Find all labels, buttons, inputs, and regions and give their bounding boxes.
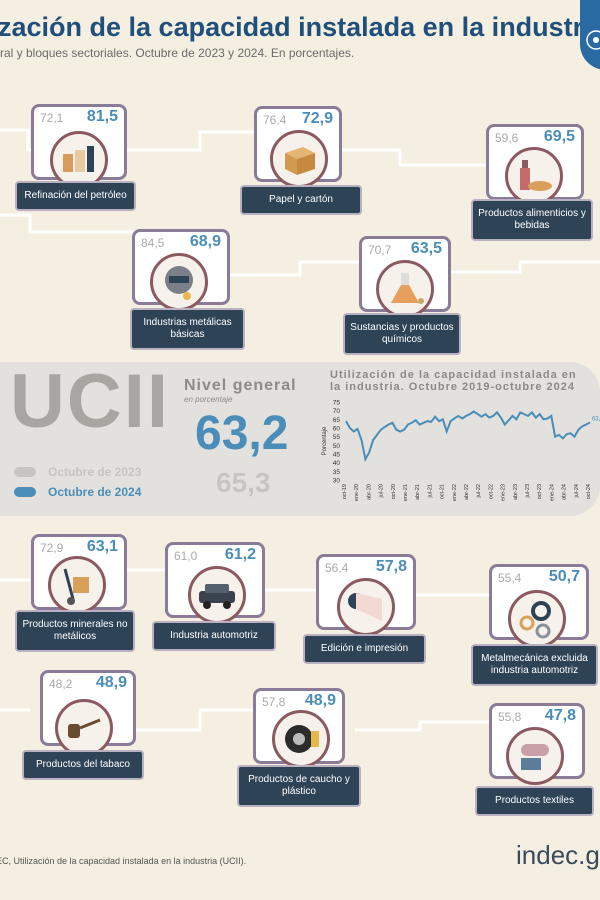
value-2023: 76,4: [263, 113, 287, 127]
value-2023: 84,5: [141, 236, 165, 250]
y-tick-label: 55: [333, 434, 341, 441]
page-title: zación de la capacidad instalada en la i…: [0, 12, 600, 42]
general-value-2023: 65,3: [216, 467, 271, 498]
paper-roll-icon: [337, 578, 395, 636]
legend-swatch-2024: [14, 487, 36, 497]
value-2024: 57,8: [375, 558, 407, 575]
x-tick-label: oct-21: [440, 484, 446, 499]
value-2023: 56,4: [325, 561, 349, 575]
x-tick-label: abr-20: [366, 484, 372, 500]
source-note: EC, Utilización de la capacidad instalad…: [0, 856, 247, 866]
x-tick-label: oct-19: [342, 484, 348, 499]
y-tick-label: 60: [333, 426, 341, 433]
x-tick-label: abr-22: [464, 484, 470, 500]
ucii-heading: UCII: [10, 359, 170, 444]
legend-2024: Octubre de 2024: [48, 485, 142, 499]
y-tick-label: 50: [333, 443, 341, 450]
x-tick-label: ene-24: [549, 484, 555, 501]
sector-label: Productos alimenticios y bebidas: [471, 199, 593, 241]
x-tick-label: ene-22: [452, 484, 458, 501]
chart-title: Utilización de la capacidad instalada en…: [330, 369, 577, 393]
value-2023: 48,2: [49, 677, 73, 691]
cardboard-box-icon: [270, 130, 328, 188]
x-tick-label: abr-23: [513, 484, 519, 500]
value-2024: 48,9: [95, 674, 127, 691]
sector-label: Productos de caucho y plástico: [237, 765, 361, 807]
y-tick-label: 45: [333, 452, 341, 459]
y-axis-label: Porcentaje: [322, 426, 328, 455]
x-tick-label: jul-21: [427, 484, 433, 498]
value-2023: 70,7: [368, 243, 392, 257]
value-2023: 61,0: [174, 549, 198, 563]
x-tick-label: jul-24: [574, 484, 580, 498]
sector-label: Sustancias y productos químicos: [343, 313, 461, 355]
hand-truck-icon: [48, 556, 106, 614]
end-data-label: 63,2: [592, 416, 600, 422]
page-subtitle: ral y bloques sectoriales. Octubre de 20…: [0, 46, 355, 60]
indec-logo: indec.g: [516, 840, 600, 870]
general-panel: UCII Octubre de 2023 Octubre de 2024 Niv…: [0, 359, 600, 516]
x-tick-label: ene-21: [403, 484, 409, 501]
x-tick-label: oct-22: [488, 484, 494, 499]
tire-icon: [272, 710, 330, 768]
welding-helmet-icon: [150, 253, 208, 311]
indec-badge-icon: [580, 0, 600, 70]
y-tick-label: 30: [333, 478, 341, 485]
flask-icon: [376, 260, 434, 318]
value-2023: 55,8: [498, 710, 522, 724]
value-2023: 72,1: [40, 111, 64, 125]
sector-label: Productos del tabaco: [22, 750, 144, 780]
sector-label: Papel y cartón: [240, 185, 362, 215]
value-2023: 55,4: [498, 571, 522, 585]
x-tick-label: ene-20: [354, 484, 360, 501]
x-tick-label: jul-22: [476, 484, 482, 498]
x-tick-label: oct-24: [586, 484, 592, 499]
value-2023: 72,9: [40, 541, 64, 555]
x-tick-label: ene-23: [501, 484, 507, 501]
car-icon: [188, 566, 246, 624]
series-line: [345, 410, 591, 463]
sector-label: Productos minerales no metálicos: [15, 610, 135, 652]
bottle-bread-icon: [505, 147, 563, 205]
pipe-icon: [55, 699, 113, 757]
sector-label: Productos textiles: [475, 786, 594, 816]
gears-icon: [508, 590, 566, 648]
sector-label: Industrias metálicas básicas: [130, 308, 245, 350]
value-2024: 63,5: [410, 240, 442, 257]
y-tick-label: 35: [333, 469, 341, 476]
value-2024: 81,5: [86, 108, 118, 125]
value-2024: 72,9: [301, 110, 333, 127]
value-2023: 57,8: [262, 695, 286, 709]
general-value-2024: 63,2: [195, 407, 289, 460]
fabric-roll-icon: [506, 727, 564, 785]
y-tick-label: 75: [333, 400, 341, 407]
y-tick-label: 40: [333, 460, 341, 467]
value-2024: 47,8: [544, 707, 576, 724]
sector-label: Industria automotriz: [152, 621, 276, 651]
y-tick-label: 65: [333, 417, 341, 424]
value-2024: 68,9: [189, 233, 221, 250]
x-tick-label: abr-21: [415, 484, 421, 500]
general-subtitle: en porcentaje: [184, 395, 233, 404]
x-tick-label: oct-20: [391, 484, 397, 499]
y-tick-label: 70: [333, 408, 341, 415]
legend-2023: Octubre de 2023: [48, 465, 142, 479]
legend-swatch-2023: [14, 467, 36, 477]
value-2024: 50,7: [548, 568, 580, 585]
x-tick-label: jul-20: [379, 484, 385, 498]
value-2024: 69,5: [543, 128, 575, 145]
value-2024: 63,1: [86, 538, 118, 555]
x-tick-label: abr-24: [562, 484, 568, 500]
x-tick-label: jul-23: [525, 484, 531, 498]
value-2024: 61,2: [224, 546, 256, 563]
value-2023: 59,6: [495, 131, 519, 145]
sector-label: Edición e impresión: [303, 634, 426, 664]
value-2024: 48,9: [304, 692, 336, 709]
general-title: Nivel general: [184, 377, 297, 394]
sector-label: Metalmecánica excluida industria automot…: [471, 644, 598, 686]
sector-label: Refinación del petróleo: [15, 181, 136, 211]
x-tick-label: oct-23: [537, 484, 543, 499]
